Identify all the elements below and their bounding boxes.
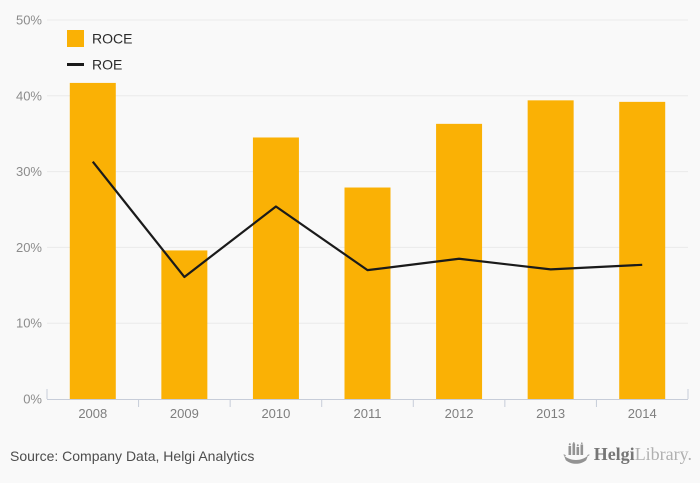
legend-label-roce: ROCE	[92, 31, 132, 47]
bar-2009	[161, 250, 208, 399]
bar-2010	[252, 137, 299, 400]
source-note: Source: Company Data, Helgi Analytics	[10, 448, 255, 464]
y-axis-label-40: 40%	[16, 88, 42, 103]
x-axis-label-2014: 2014	[628, 406, 657, 421]
x-axis-label-2009: 2009	[170, 406, 199, 421]
logo-brand-light: Library.	[634, 444, 692, 464]
bar-2014	[619, 101, 666, 399]
logo-brand-bold: Helgi	[593, 444, 635, 464]
legend-swatch-line	[67, 63, 84, 66]
bar-2013	[527, 100, 574, 400]
chart-footer: Source: Company Data, Helgi Analytics	[0, 432, 700, 483]
x-axis-label-2010: 2010	[261, 406, 290, 421]
y-axis-label-50: 50%	[16, 13, 42, 28]
helgi-ship-icon	[563, 442, 590, 464]
bar-2011	[344, 187, 391, 399]
legend-label-roe: ROE	[92, 57, 122, 73]
x-axis-label-2011: 2011	[354, 406, 382, 421]
legend-item-roe[interactable]: ROE	[67, 57, 122, 73]
roe-line	[91, 161, 643, 279]
helgi-library-logo[interactable]: HelgiLibrary.	[563, 442, 692, 466]
x-axis-label-2013: 2013	[536, 406, 565, 421]
x-axis-label-2012: 2012	[445, 406, 474, 421]
y-axis-label-30: 30%	[16, 164, 42, 179]
legend-item-roce[interactable]: ROCE	[67, 30, 132, 47]
x-axis-label-2008: 2008	[78, 406, 107, 421]
logo-text: HelgiLibrary.	[594, 445, 692, 463]
legend: ROCE ROE	[67, 30, 132, 73]
y-axis-label-0: 0%	[23, 392, 42, 407]
roce-roe-chart: 0% 10% 20% 30% 40% 50% 2008 2009 2010 2011 2012 201…	[16, 13, 689, 421]
legend-swatch-square	[67, 30, 84, 47]
y-axis-label-20: 20%	[16, 240, 42, 255]
y-axis-label-10: 10%	[16, 316, 42, 331]
bar-2008	[69, 82, 116, 399]
